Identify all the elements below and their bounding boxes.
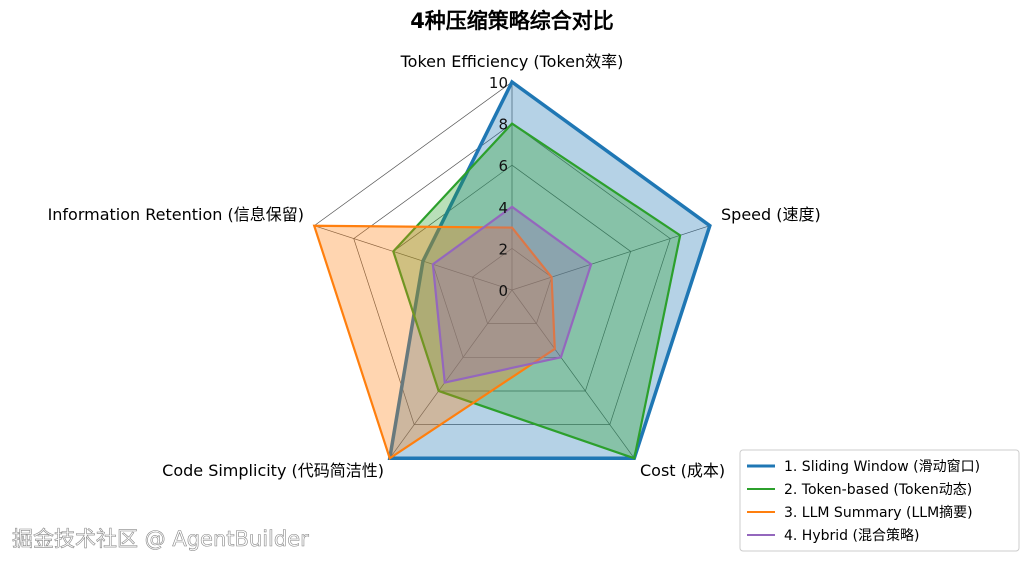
radial-tick-label: 6 (498, 157, 508, 175)
axis-label-token-efficiency: Token Efficiency (Token效率) (400, 52, 624, 71)
legend: 1. Sliding Window (滑动窗口) 2. Token-based … (740, 450, 1019, 551)
legend-label: 3. LLM Summary (LLM摘要) (784, 504, 973, 521)
radial-tick-label: 4 (498, 199, 508, 217)
axis-label-code-simplicity: Code Simplicity (代码简洁性) (162, 461, 384, 480)
axis-label-cost: Cost (成本) (640, 461, 725, 480)
legend-label: 2. Token-based (Token动态) (784, 482, 972, 498)
radial-tick-label: 2 (498, 240, 508, 258)
series-group (314, 82, 710, 458)
radial-tick-label: 8 (498, 116, 508, 134)
chart-title: 4种压缩策略综合对比 (410, 9, 614, 33)
legend-label: 4. Hybrid (混合策略) (784, 527, 919, 544)
watermark: 掘金技术社区 @ AgentBuilder (12, 527, 309, 551)
axis-label-speed: Speed (速度) (721, 205, 821, 224)
radial-tick-label: 10 (489, 74, 508, 92)
legend-label: 1. Sliding Window (滑动窗口) (784, 458, 980, 475)
axis-label-information-retention: Information Retention (信息保留) (48, 205, 304, 224)
radial-tick-label: 0 (498, 282, 508, 300)
